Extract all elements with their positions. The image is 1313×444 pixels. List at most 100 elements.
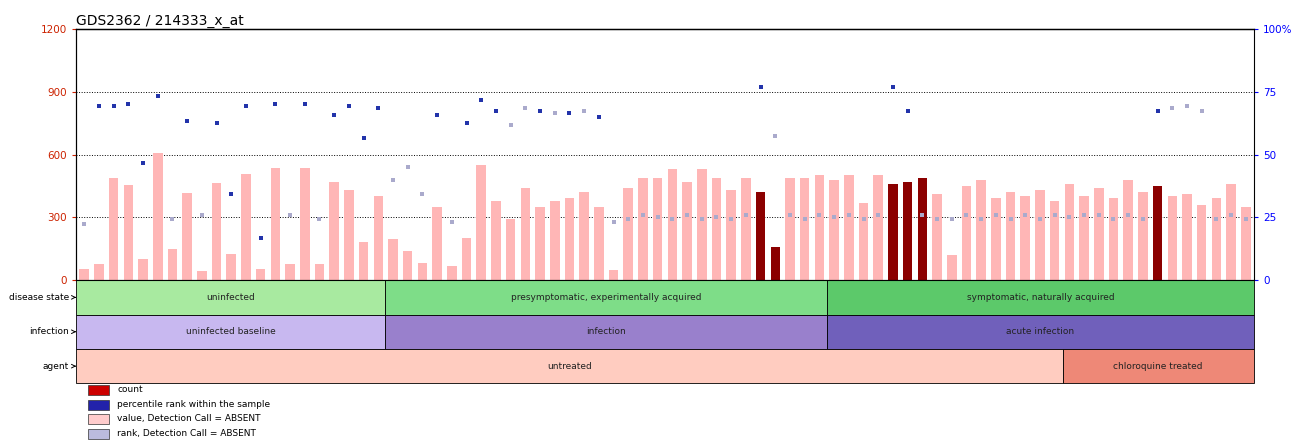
Point	[927, 216, 948, 223]
Bar	[827, 314, 1254, 349]
Point	[691, 216, 712, 223]
Point	[794, 216, 815, 223]
Bar	[138, 259, 148, 280]
Point	[633, 212, 654, 219]
Point	[1236, 216, 1257, 223]
Bar	[88, 400, 109, 410]
Point	[1176, 103, 1197, 110]
Text: count: count	[117, 385, 143, 394]
Bar	[76, 314, 385, 349]
Point	[441, 218, 462, 225]
Text: agent: agent	[42, 362, 75, 371]
Bar	[1212, 198, 1221, 280]
Bar	[344, 190, 353, 280]
Bar	[211, 183, 222, 280]
Bar	[373, 196, 383, 280]
Bar	[256, 269, 265, 280]
Bar	[358, 242, 369, 280]
Bar	[285, 265, 295, 280]
Bar	[903, 182, 913, 280]
Point	[853, 216, 874, 223]
Point	[206, 119, 227, 127]
Point	[398, 163, 419, 170]
Bar	[785, 178, 794, 280]
Point	[1074, 212, 1095, 219]
Bar	[1197, 205, 1207, 280]
Bar	[462, 238, 471, 280]
Point	[133, 159, 154, 166]
Point	[588, 113, 609, 120]
Point	[1132, 216, 1153, 223]
Point	[1117, 212, 1138, 219]
Bar	[741, 178, 751, 280]
Text: percentile rank within the sample: percentile rank within the sample	[117, 400, 270, 408]
Point	[706, 214, 727, 221]
Bar	[830, 180, 839, 280]
Bar	[80, 269, 89, 280]
Bar	[418, 263, 427, 280]
Bar	[88, 385, 109, 395]
Bar	[1108, 198, 1119, 280]
Bar	[536, 207, 545, 280]
Bar	[1138, 192, 1148, 280]
Text: uninfected baseline: uninfected baseline	[186, 327, 276, 336]
Bar	[726, 190, 737, 280]
Bar	[76, 280, 385, 314]
Bar	[123, 185, 133, 280]
Point	[647, 214, 668, 221]
Bar	[609, 270, 618, 280]
Bar	[1050, 201, 1060, 280]
Bar	[1020, 196, 1031, 280]
Bar	[506, 219, 516, 280]
Bar	[270, 168, 280, 280]
Bar	[814, 175, 825, 280]
Point	[221, 191, 242, 198]
Bar	[227, 254, 236, 280]
Point	[280, 212, 301, 219]
Point	[838, 212, 859, 219]
Bar	[154, 154, 163, 280]
Bar	[1094, 188, 1103, 280]
Bar	[977, 180, 986, 280]
Bar	[1062, 349, 1254, 383]
Point	[353, 134, 374, 141]
Point	[897, 107, 918, 114]
Point	[324, 111, 345, 118]
Bar	[1079, 196, 1088, 280]
Bar	[168, 249, 177, 280]
Point	[486, 107, 507, 114]
Point	[515, 105, 536, 112]
Point	[662, 216, 683, 223]
Point	[104, 103, 125, 110]
Point	[941, 216, 962, 223]
Bar	[1124, 180, 1133, 280]
Point	[545, 109, 566, 116]
Point	[427, 111, 448, 118]
Bar	[1006, 192, 1015, 280]
Bar	[932, 194, 941, 280]
Text: infection: infection	[587, 327, 626, 336]
Text: presymptomatic, experimentally acquired: presymptomatic, experimentally acquired	[511, 293, 701, 302]
Point	[88, 103, 109, 110]
Bar	[330, 182, 339, 280]
Point	[74, 220, 95, 227]
Bar	[667, 169, 678, 280]
Bar	[712, 178, 721, 280]
Bar	[991, 198, 1001, 280]
Bar	[579, 192, 590, 280]
Point	[764, 132, 785, 139]
Point	[251, 235, 272, 242]
Bar	[961, 186, 972, 280]
Bar	[446, 266, 457, 280]
Bar	[1226, 184, 1236, 280]
Text: untreated: untreated	[548, 362, 592, 371]
Point	[985, 212, 1006, 219]
Point	[1162, 105, 1183, 112]
Bar	[242, 174, 251, 280]
Point	[529, 107, 550, 114]
Bar	[1065, 184, 1074, 280]
Bar	[88, 429, 109, 439]
Point	[809, 212, 830, 219]
Point	[721, 216, 742, 223]
Point	[309, 216, 330, 223]
